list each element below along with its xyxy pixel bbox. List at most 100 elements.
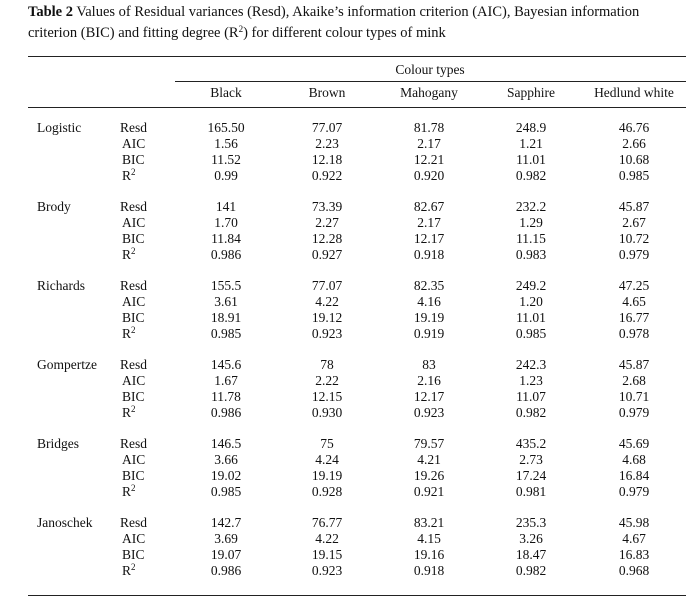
table-cell: 0.985	[210, 326, 242, 341]
column-header: Brown	[308, 85, 346, 100]
metric-label: AIC	[122, 373, 145, 389]
table-cell: 0.979	[618, 405, 650, 420]
table-cell: 0.99	[214, 168, 238, 183]
table-cell: 141	[215, 199, 237, 214]
table-cell: 242.3	[515, 357, 547, 372]
superscript: 2	[238, 24, 244, 34]
metric-name: Resd	[120, 515, 147, 530]
table-cell: 83.21	[413, 515, 445, 530]
metric-name: BIC	[122, 547, 145, 562]
metric-label: BIC	[122, 468, 145, 484]
header-bottom-rule	[28, 107, 686, 108]
table-cell: 3.26	[519, 531, 543, 546]
superscript: 2	[131, 167, 136, 177]
metric-label: AIC	[122, 531, 145, 547]
table-cell: 10.68	[618, 152, 650, 167]
column-group-header: Colour types	[395, 62, 465, 77]
table-cell: 81.78	[413, 120, 445, 135]
table-cell: 12.17	[413, 389, 445, 404]
table-cell: 2.17	[417, 136, 441, 151]
superscript: 2	[131, 246, 136, 256]
metric-name: AIC	[122, 294, 146, 309]
table-cell: 12.18	[311, 152, 343, 167]
table-cell: 3.69	[214, 531, 238, 546]
table-cell: 0.918	[413, 247, 445, 262]
table-cell: 16.83	[618, 547, 650, 562]
table-cell: 11.78	[211, 389, 241, 404]
table-cell: 1.29	[519, 215, 543, 230]
metric-label: AIC	[122, 136, 145, 152]
table-cell: 45.69	[618, 436, 650, 451]
table-cell: 4.16	[417, 294, 441, 309]
table-cell: 16.77	[618, 310, 650, 325]
table-cell: 82.67	[413, 199, 445, 214]
table-cell: 11.07	[516, 389, 546, 404]
table-cell: 146.5	[210, 436, 242, 451]
metric-name: R	[122, 247, 132, 262]
table-cell: 0.921	[413, 484, 445, 499]
table-cell: 0.986	[210, 563, 242, 578]
metric-label: R2	[122, 563, 136, 579]
metric-label: BIC	[122, 310, 145, 326]
table-cell: 45.87	[618, 199, 650, 214]
superscript: 2	[131, 562, 136, 572]
metric-label: Resd	[120, 515, 147, 531]
table-cell: 0.930	[311, 405, 343, 420]
table-cell: 45.87	[618, 357, 650, 372]
table-cell: 232.2	[515, 199, 547, 214]
table-cell: 11.01	[516, 310, 546, 325]
metric-label: R2	[122, 326, 136, 342]
table-cell: 0.979	[618, 247, 650, 262]
metric-name: Resd	[120, 199, 147, 214]
model-name: Janoschek	[37, 515, 93, 530]
caption-text: ) for different colour types of mink	[243, 25, 446, 41]
column-header: Sapphire	[507, 85, 555, 100]
table-cell: 0.978	[618, 326, 650, 341]
column-group-rule	[175, 81, 686, 82]
table-cell: 2.23	[315, 136, 339, 151]
table-bottom-rule	[28, 595, 686, 596]
metric-name: Resd	[120, 357, 147, 372]
table-cell: 0.985	[618, 168, 650, 183]
metric-name: Resd	[120, 120, 147, 135]
table-cell: 0.982	[515, 405, 547, 420]
model-name: Bridges	[37, 436, 79, 451]
model-name: Logistic	[37, 120, 82, 135]
table-cell: 3.66	[214, 452, 238, 467]
metric-label: BIC	[122, 152, 145, 168]
table-cell: 12.17	[413, 231, 445, 246]
metric-label: BIC	[122, 547, 145, 563]
metric-label: Resd	[120, 120, 147, 136]
metric-name: BIC	[122, 231, 145, 246]
table-cell: 0.979	[618, 484, 650, 499]
metric-name: R	[122, 168, 132, 183]
table-cell: 0.982	[515, 168, 547, 183]
metric-label: BIC	[122, 231, 145, 247]
table-cell: 78	[320, 357, 334, 372]
metric-name: BIC	[122, 310, 145, 325]
superscript: 2	[131, 404, 136, 414]
metric-name: BIC	[122, 152, 145, 167]
table-cell: 235.3	[515, 515, 547, 530]
table-cell: 142.7	[210, 515, 242, 530]
table-top-rule	[28, 56, 686, 57]
table-cell: 4.22	[315, 294, 339, 309]
table-cell: 19.02	[210, 468, 242, 483]
table-cell: 1.56	[214, 136, 238, 151]
table-cell: 82.35	[413, 278, 445, 293]
table-cell: 12.28	[311, 231, 343, 246]
table-cell: 2.66	[622, 136, 646, 151]
metric-label: R2	[122, 247, 136, 263]
table-cell: 1.23	[519, 373, 543, 388]
table-cell: 10.72	[618, 231, 650, 246]
table-cell: 77.07	[311, 278, 343, 293]
table-caption-line-2: criterion (BIC) and fitting degree (R2) …	[28, 23, 446, 44]
table-cell: 19.26	[413, 468, 445, 483]
model-name: Richards	[37, 278, 85, 293]
superscript: 2	[131, 325, 136, 335]
metric-name: AIC	[122, 531, 146, 546]
table-cell: 75	[320, 436, 334, 451]
table-caption-line-1: Table 2 Values of Residual variances (Re…	[28, 2, 639, 23]
model-name: Gompertze	[37, 357, 97, 372]
table-cell: 19.15	[311, 547, 343, 562]
